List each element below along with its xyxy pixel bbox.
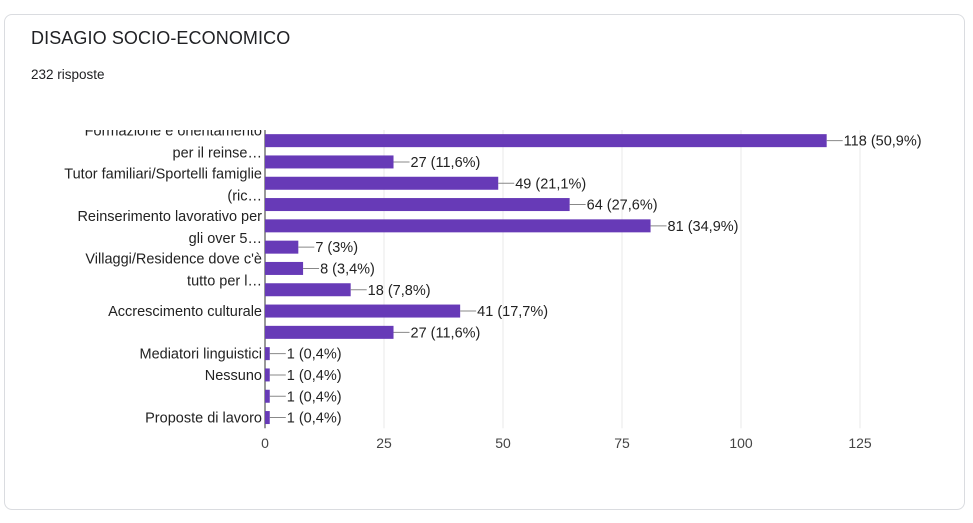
data-label: 49 (21,1%) [515,176,586,192]
category-label: Villaggi/Residence dove c'è [85,251,262,267]
category-label: Formazione e orientamento [85,124,262,140]
x-tick-label: 50 [495,435,511,451]
data-label: 118 (50,9%) [844,134,922,150]
bar [265,134,827,148]
bar [265,219,651,233]
category-label: Nessuno [205,368,262,384]
category-label: tutto per l… [187,273,262,289]
bar [265,261,304,275]
x-tick-label: 25 [376,435,392,451]
x-tick-label: 125 [848,435,872,451]
category-label: Accrescimento culturale [108,304,262,320]
data-label: 18 (7,8%) [368,283,431,299]
bar [265,325,394,339]
category-label: Reinserimento lavorativo per [77,209,262,225]
response-count: 232 risposte [31,67,105,82]
category-label: Mediatori linguistici [140,347,263,363]
bar [265,347,270,361]
data-label: 1 (0,4%) [287,389,342,405]
bar [265,176,499,190]
data-label: 1 (0,4%) [287,347,342,363]
bar [265,304,461,318]
data-label: 41 (17,7%) [477,304,548,320]
data-label: 1 (0,4%) [287,411,342,427]
data-label: 81 (34,9%) [668,219,739,235]
bar [265,411,270,425]
bar [265,240,299,254]
x-tick-label: 100 [729,435,753,451]
bar [265,198,570,212]
data-label: 7 (3%) [315,240,358,256]
category-label: Proposte di lavoro [145,411,262,427]
data-label: 1 (0,4%) [287,368,342,384]
x-tick-label: 75 [614,435,630,451]
bar [265,283,351,297]
data-label: 27 (11,6%) [411,325,481,341]
category-label: Tutor familiari/Sportelli famiglie [64,166,262,182]
data-label: 64 (27,6%) [587,198,658,214]
data-label: 27 (11,6%) [411,155,481,171]
data-label: 8 (3,4%) [320,261,375,277]
bar [265,368,270,382]
category-label: per il reinse… [173,146,262,162]
question-title: DISAGIO SOCIO-ECONOMICO [31,28,291,48]
category-label: (ric… [227,188,262,204]
bar [265,155,394,169]
x-tick-label: 0 [261,435,269,451]
bar [265,389,270,403]
category-label: gli over 5… [189,231,262,247]
chart-card [4,14,965,510]
